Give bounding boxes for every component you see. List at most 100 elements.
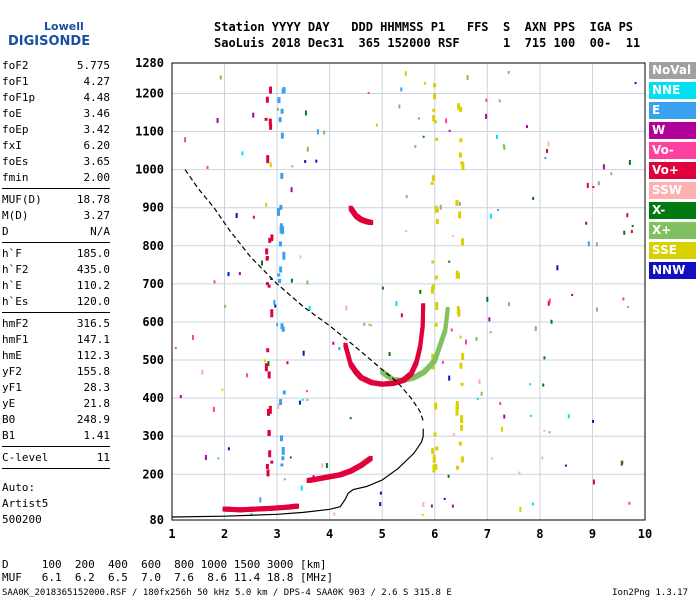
x-tick-label: 10	[638, 527, 652, 541]
noise-echo	[424, 81, 427, 85]
noise-echo	[485, 98, 488, 102]
param-value: 3.46	[83, 107, 111, 120]
param-row: foF2 5.775	[2, 58, 110, 74]
y-tick-label: 1100	[135, 125, 164, 139]
param-name: hmF1	[2, 333, 29, 346]
noise-echo	[434, 402, 438, 410]
noise-echo	[458, 441, 462, 446]
noise-echo	[381, 286, 384, 290]
noise-echo	[610, 172, 613, 176]
noise-echo	[457, 106, 461, 111]
param-name: h`E	[2, 279, 22, 292]
noise-echo	[414, 144, 417, 148]
noise-echo	[546, 148, 549, 153]
noise-echo	[556, 265, 559, 271]
noise-echo	[432, 454, 436, 463]
noise-echo	[267, 361, 270, 367]
noise-echo	[526, 125, 529, 129]
noise-echo	[280, 108, 284, 114]
legend-item-nnw: NNW	[649, 262, 696, 279]
noise-echo	[430, 181, 434, 185]
noise-echo	[304, 110, 307, 116]
noise-echo	[368, 323, 371, 326]
noise-echo	[281, 446, 285, 455]
param-value: 147.1	[76, 333, 110, 346]
grid	[171, 62, 646, 521]
noise-echo	[280, 132, 284, 139]
noise-echo	[325, 463, 328, 469]
noise-echo	[460, 424, 464, 431]
y-tick-label: 200	[142, 467, 164, 481]
noise-echo	[592, 419, 595, 423]
auto-version: 500200	[2, 513, 42, 526]
noise-echo	[201, 369, 204, 375]
trace-e	[295, 503, 300, 509]
noise-echo	[184, 137, 187, 143]
noise-echo	[628, 501, 631, 505]
noise-echo	[432, 108, 436, 112]
auto-label: Auto:	[2, 481, 36, 494]
x-tick-label: 1	[168, 527, 175, 541]
param-row: hmF2 316.5	[2, 316, 110, 332]
noise-echo	[456, 403, 460, 410]
scatter-echoes	[174, 70, 637, 517]
software-version: Ion2Png 1.3.17	[612, 588, 688, 598]
noise-echo	[279, 399, 283, 406]
param-name: foF1p	[2, 91, 36, 104]
x-tick-label: 5	[379, 527, 386, 541]
param-value: 21.8	[83, 397, 111, 410]
noise-echo	[432, 464, 436, 473]
noise-echo	[489, 213, 492, 219]
noise-echo	[235, 213, 238, 219]
noise-echo	[456, 306, 460, 315]
noise-echo	[306, 398, 309, 401]
noise-echo	[316, 129, 319, 135]
noise-echo	[433, 83, 437, 88]
noise-echo	[300, 485, 303, 491]
noise-echo	[276, 208, 280, 213]
param-row: foE 3.46	[2, 106, 110, 122]
noise-echo	[280, 463, 284, 467]
noise-echo	[548, 298, 551, 304]
noise-echo	[455, 400, 459, 405]
noise-echo	[455, 465, 459, 470]
plasma-frequency-profile-line	[184, 169, 424, 422]
param-row: D N/A	[2, 224, 110, 240]
noise-echo	[461, 352, 465, 360]
noise-echo	[369, 324, 372, 327]
noise-echo	[491, 457, 494, 460]
noise-echo	[265, 463, 269, 469]
axes: 1 2 3 4 5 6 7 8 9 10 80 200 300 400 500 600 700 800 900 100…	[135, 56, 652, 541]
noise-echo	[443, 497, 446, 500]
noise-echo	[550, 319, 553, 324]
noise-echo	[586, 182, 589, 188]
param-name: B1	[2, 429, 16, 442]
noise-echo	[270, 234, 274, 241]
noise-echo	[507, 70, 510, 74]
param-name: foEp	[2, 123, 29, 136]
noise-echo	[280, 172, 284, 179]
noise-echo	[349, 417, 352, 420]
noise-echo	[547, 300, 550, 306]
param-name: MUF(D)	[2, 193, 42, 206]
noise-echo	[534, 326, 537, 332]
noise-echo	[441, 360, 444, 364]
param-name: C-level	[2, 451, 49, 464]
noise-echo	[417, 117, 420, 120]
param-value: 5.775	[76, 59, 110, 72]
noise-echo	[488, 317, 491, 322]
x-tick-label: 2	[221, 527, 228, 541]
noise-echo	[269, 86, 273, 94]
noise-echo	[622, 460, 625, 465]
scaled-parameters-panel: foF2 5.775 foF1 4.27 foF1p 4.48 foE 3.46 foEp 3.4…	[2, 58, 110, 472]
noise-echo	[264, 363, 268, 372]
param-name: B0	[2, 413, 16, 426]
trace-f2-ordinary	[421, 303, 426, 309]
noise-echo	[459, 362, 463, 369]
param-value: 155.8	[76, 365, 110, 378]
param-value: 185.0	[76, 247, 110, 260]
noise-echo	[433, 432, 437, 437]
y-tick-label: 1000	[135, 163, 164, 177]
lowell-digisonde-logo: Lowell DIGISONDE	[6, 8, 90, 49]
noise-echo	[241, 151, 244, 156]
